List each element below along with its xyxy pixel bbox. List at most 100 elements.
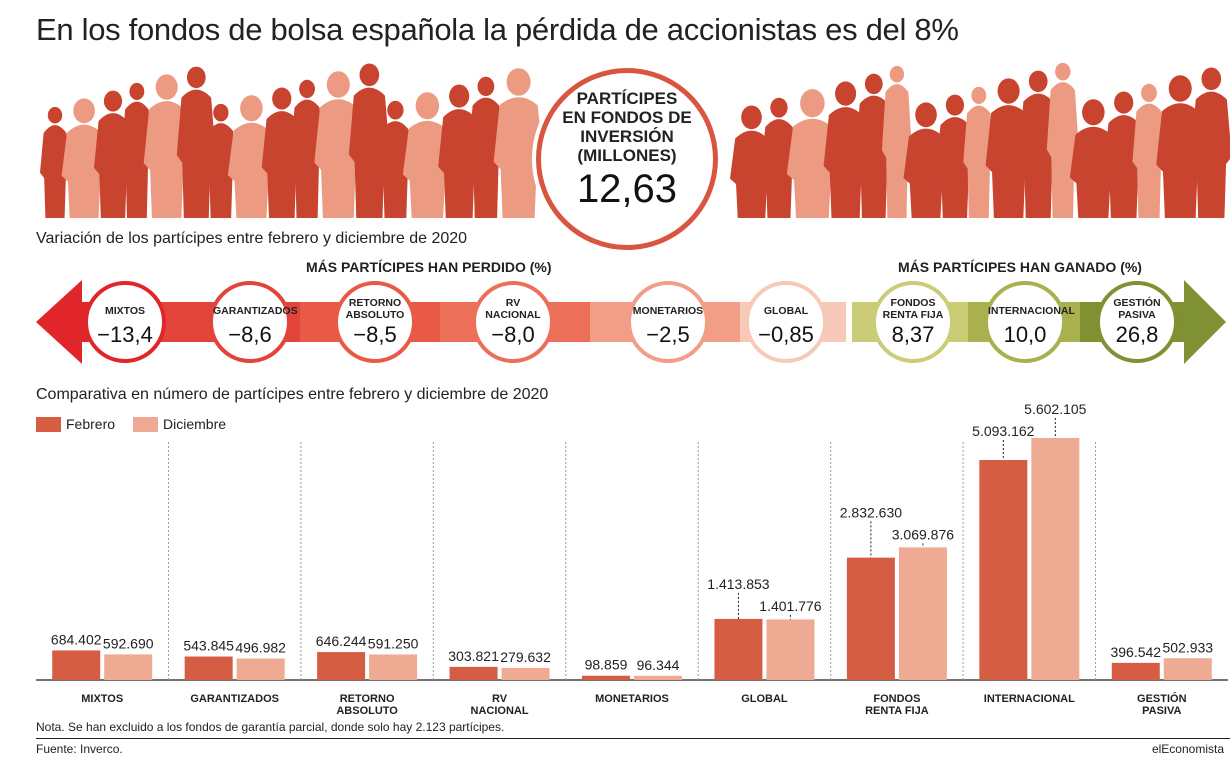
source-line: Fuente: Inverco.	[36, 742, 123, 756]
person-silhouette-icon	[823, 81, 868, 218]
category-label: GESTIÓN	[1137, 692, 1187, 705]
bar-value-label-diciembre: 591.250	[368, 635, 419, 651]
lost-heading: MÁS PARTÍCIPES HAN PERDIDO (%)	[306, 259, 552, 275]
bar-value-label-febrero: 98.859	[585, 657, 628, 673]
person-silhouette-icon	[261, 87, 302, 218]
person-silhouette-icon	[1156, 75, 1205, 218]
variation-badge-label: FONDOS RENTA FIJA	[882, 297, 944, 321]
variation-badge: MIXTOS −13,4	[84, 281, 166, 363]
variation-badge: GLOBAL −0,85	[745, 281, 827, 363]
category-label: RV	[492, 693, 508, 705]
variation-badge-label: RV NACIONAL	[485, 297, 541, 321]
variation-badge-label: GARANTIZADOS	[213, 305, 298, 317]
comparison-bar-chart: 684.402 592.690 MIXTOS 543.845 496.982 GARANT…	[36, 401, 1228, 717]
bar-value-label-febrero: 646.244	[316, 633, 367, 649]
variation-badge-label: INTERNACIONAL	[988, 305, 1075, 317]
person-silhouette-icon	[935, 94, 974, 218]
bar-value-label-diciembre: 592.690	[103, 635, 154, 651]
bar-febrero	[449, 666, 498, 680]
bar-value-label-diciembre: 502.933	[1162, 639, 1213, 655]
person-silhouette-icon	[348, 63, 390, 218]
variation-badge-label: GESTIÓN PASIVA	[1113, 297, 1161, 321]
footnote: Nota. Se han excluido a los fondos de ga…	[36, 720, 505, 734]
crowd-silhouette-icon	[40, 62, 1230, 218]
variation-badge-value: 8,37	[891, 322, 935, 347]
chart-legend: Febrero Diciembre	[36, 414, 244, 434]
person-silhouette-icon	[227, 95, 275, 218]
person-silhouette-icon	[94, 90, 132, 218]
bar-value-label-febrero: 684.402	[51, 631, 102, 647]
person-silhouette-icon	[468, 76, 504, 218]
bar-febrero	[52, 650, 101, 680]
bar-value-label-diciembre: 5.602.105	[1024, 401, 1086, 417]
variation-badge: FONDOS RENTA FIJA 8,37	[872, 281, 954, 363]
person-silhouette-icon	[881, 65, 912, 218]
bar-febrero	[317, 652, 366, 680]
category-label: PASIVA	[1142, 705, 1181, 717]
variation-badge-label: MONETARIOS	[632, 305, 704, 317]
category-label: NACIONAL	[471, 705, 529, 717]
person-silhouette-icon	[1132, 83, 1166, 218]
variation-badge-label: MIXTOS	[104, 305, 146, 317]
bar-febrero	[184, 656, 233, 680]
legend-swatch-diciembre	[133, 416, 159, 432]
bar-febrero	[582, 675, 630, 680]
person-silhouette-icon	[40, 106, 70, 218]
variation-badge-value: −8,6	[228, 322, 272, 347]
category-label: RENTA FIJA	[865, 705, 929, 717]
person-silhouette-icon	[61, 98, 107, 218]
person-silhouette-icon	[730, 105, 773, 218]
bar-value-label-febrero: 5.093.162	[972, 423, 1034, 439]
variation-badge-value: −0,85	[758, 322, 814, 347]
person-silhouette-icon	[1103, 91, 1144, 218]
bar-value-label-febrero: 303.821	[448, 648, 499, 664]
person-silhouette-icon	[290, 79, 324, 218]
bar-febrero	[1111, 662, 1160, 680]
bar-diciembre	[898, 547, 947, 680]
legend-item-febrero: Febrero	[36, 416, 115, 432]
bar-value-label-diciembre: 496.982	[235, 640, 286, 656]
page-title: En los fondos de bolsa española la pérdi…	[36, 12, 959, 47]
person-silhouette-icon	[314, 71, 363, 218]
person-silhouette-icon	[855, 73, 893, 218]
bar-diciembre	[1031, 438, 1080, 680]
variation-badge-value: 10,0	[1003, 322, 1047, 347]
bar-value-label-febrero: 543.845	[183, 638, 234, 654]
bar-diciembre	[236, 658, 285, 680]
headline-stat-label: PARTÍCIPES EN FONDOS DE INVERSIÓN (MILLO…	[562, 89, 692, 165]
bar-febrero	[979, 459, 1028, 680]
variation-badge: RETORNO ABSOLUTO −8,5	[334, 281, 416, 363]
bar-diciembre	[104, 654, 153, 680]
variation-badge-value: −8,0	[491, 322, 535, 347]
person-silhouette-icon	[1069, 99, 1117, 218]
bar-diciembre	[634, 675, 682, 680]
brand-logo: elEconomista	[1151, 742, 1224, 756]
variation-badge: INTERNACIONAL 10,0	[984, 281, 1075, 363]
gained-heading: MÁS PARTÍCIPES HAN GANADO (%)	[898, 259, 1142, 275]
category-label: FONDOS	[873, 693, 920, 705]
category-label: INTERNACIONAL	[984, 693, 1075, 705]
variation-badge-value: −8,5	[353, 322, 397, 347]
bar-value-label-diciembre: 3.069.876	[892, 526, 954, 542]
variation-strip: MIXTOS −13,4 GARANTIZADOS −8,6 RETORNO ABSOLU…	[0, 278, 1230, 368]
category-label: GLOBAL	[741, 693, 788, 705]
person-silhouette-icon	[760, 97, 797, 218]
category-label: GARANTIZADOS	[190, 693, 279, 705]
variation-badge: GESTIÓN PASIVA 26,8	[1096, 281, 1178, 363]
person-silhouette-icon	[493, 68, 544, 218]
category-label: MONETARIOS	[595, 693, 669, 705]
person-silhouette-icon	[438, 84, 481, 218]
bar-febrero	[846, 557, 895, 680]
comparison-subtitle: Comparativa en número de partícipes entr…	[36, 386, 549, 403]
headline-stat-value: 12,63	[576, 167, 678, 211]
bar-febrero	[714, 618, 763, 680]
person-silhouette-icon	[786, 89, 838, 218]
bar-value-label-febrero: 2.832.630	[840, 504, 902, 520]
variation-badge-label: RETORNO ABSOLUTO	[345, 297, 405, 321]
variation-subtitle: Variación de los partícipes entre febrer…	[36, 230, 468, 247]
bar-value-label-diciembre: 279.632	[500, 649, 551, 665]
variation-badge-label: GLOBAL	[763, 305, 809, 317]
person-silhouette-icon	[1190, 67, 1230, 218]
bar-value-label-diciembre: 96.344	[637, 657, 680, 673]
variation-badge: RV NACIONAL −8,0	[472, 281, 554, 363]
